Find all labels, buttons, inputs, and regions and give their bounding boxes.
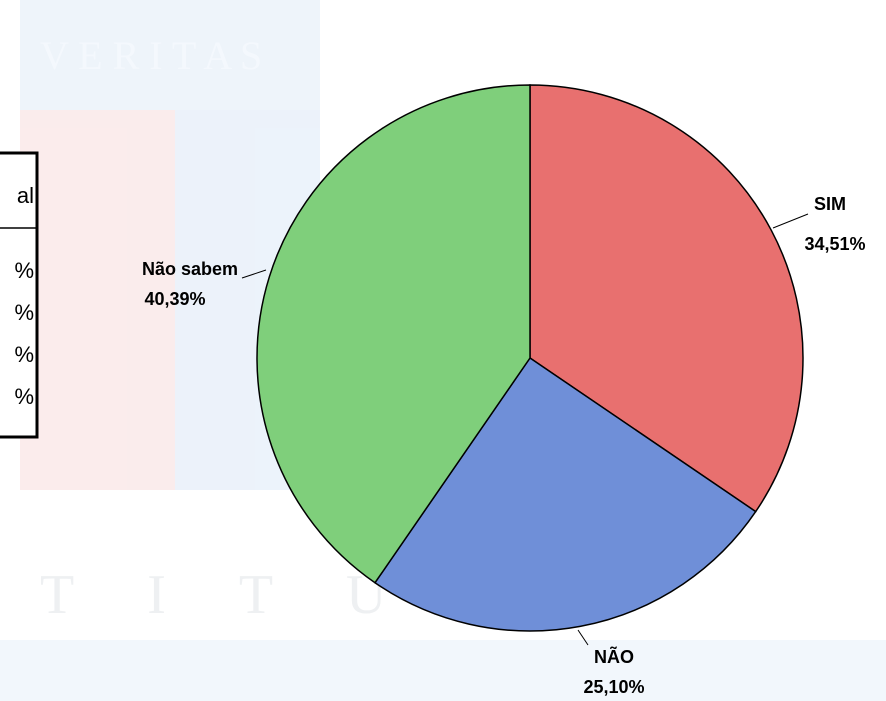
chart: V E R I T A S T I T U al %%%% SIM 34,51% NÃ…: [0, 0, 886, 701]
pie: [257, 85, 803, 631]
slice-value-label: 34,51%: [804, 234, 865, 254]
table-cell: %: [14, 258, 34, 283]
watermark-text: V E R I T A S: [40, 33, 262, 78]
leader-line: [773, 214, 808, 228]
table-cell: %: [14, 300, 34, 325]
watermark-text: T I T U: [40, 564, 416, 626]
page: V E R I T A S T I T U al %%%% SIM 34,51% NÃ…: [0, 0, 886, 701]
table-cell: %: [14, 384, 34, 409]
table-header: al: [17, 183, 34, 208]
slice-name: Não sabem: [142, 259, 238, 279]
slice-value-label: 25,10%: [583, 677, 644, 697]
slice-name: SIM: [814, 194, 846, 214]
slice-name: NÃO: [594, 646, 634, 667]
slice-value-label: 40,39%: [144, 289, 205, 309]
table-cell: %: [14, 342, 34, 367]
